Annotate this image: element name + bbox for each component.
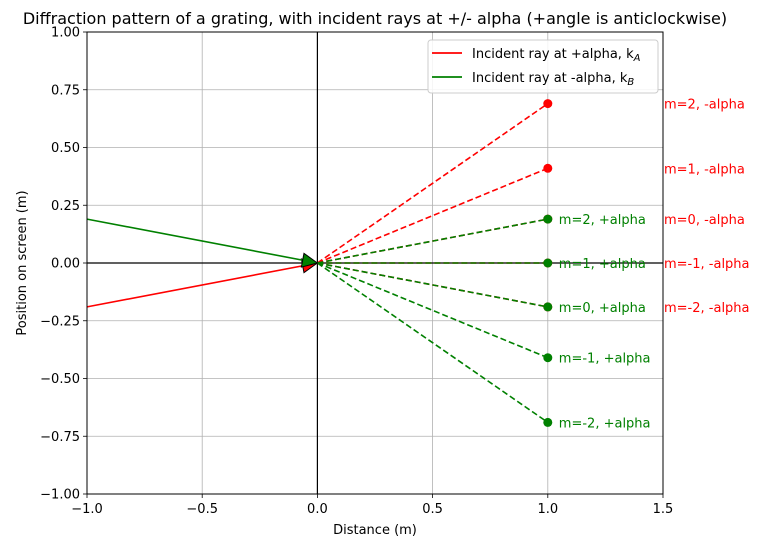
order-label: m=-1, +alpha bbox=[559, 352, 651, 367]
y-tick-label: 0.25 bbox=[51, 199, 80, 214]
order-label: m=2, -alpha bbox=[664, 98, 745, 113]
order-label: m=-1, -alpha bbox=[664, 257, 750, 272]
order-label: m=2, +alpha bbox=[559, 213, 646, 228]
x-tick-label: 0.5 bbox=[422, 502, 443, 517]
y-tick-label: 0.00 bbox=[51, 257, 80, 272]
x-axis-label: Distance (m) bbox=[333, 523, 417, 538]
legend-entry-label: Incident ray at +alpha, kA bbox=[472, 47, 641, 64]
screen-point bbox=[543, 163, 553, 173]
legend-box bbox=[427, 39, 659, 94]
y-axis-label: Position on screen (m) bbox=[15, 190, 30, 335]
screen-point bbox=[543, 258, 553, 268]
order-label: m=1, -alpha bbox=[664, 162, 745, 177]
diffracted-ray bbox=[317, 218, 548, 264]
y-ticks: −1.00 −0.75 −0.50 −0.25 0.00 0.25 0.50 0.75 1.00 bbox=[40, 26, 87, 503]
incident-ray bbox=[86, 218, 318, 264]
order-label: m=-2, -alpha bbox=[664, 301, 750, 316]
screen-point bbox=[543, 99, 553, 109]
y-tick-label: −1.00 bbox=[40, 488, 80, 503]
chart-title: Diffraction pattern of a grating, with i… bbox=[23, 9, 727, 28]
order-labels: m=2, -alpha m=1, -alpha m=0, -alpha m=-1, -… bbox=[559, 98, 750, 432]
screen-point bbox=[543, 417, 553, 427]
diffracted-ray bbox=[316, 102, 549, 264]
ray-lines bbox=[86, 102, 549, 424]
y-tick-label: 1.00 bbox=[51, 26, 80, 41]
y-tick-label: −0.75 bbox=[40, 430, 80, 445]
y-tick-label: −0.25 bbox=[40, 314, 80, 329]
y-tick-label: −0.50 bbox=[40, 372, 80, 387]
diffracted-ray bbox=[316, 262, 549, 424]
diffracted-ray bbox=[317, 167, 549, 264]
y-tick-label: 0.75 bbox=[51, 83, 80, 98]
legend-entry-label: Incident ray at -alpha, kB bbox=[472, 71, 634, 88]
incident-ray bbox=[86, 262, 318, 308]
order-label: m=1, +alpha bbox=[559, 257, 646, 272]
order-label: m=-2, +alpha bbox=[559, 416, 651, 431]
incident-arrowhead bbox=[300, 252, 319, 268]
screen-points bbox=[543, 99, 553, 427]
x-tick-label: 1.0 bbox=[537, 502, 558, 517]
order-label: m=0, +alpha bbox=[559, 301, 646, 316]
order-label: m=0, -alpha bbox=[664, 213, 745, 228]
x-ticks: −1.0 −0.5 0.0 0.5 1.0 1.5 bbox=[71, 494, 673, 517]
diffracted-ray bbox=[317, 262, 549, 359]
x-tick-label: −1.0 bbox=[71, 502, 103, 517]
legend: Incident ray at +alpha, kA Incident ray a… bbox=[427, 39, 659, 94]
screen-point bbox=[543, 353, 553, 363]
screen-point bbox=[543, 302, 553, 312]
y-tick-label: 0.50 bbox=[51, 141, 80, 156]
diffracted-ray bbox=[317, 262, 548, 308]
x-tick-label: 1.5 bbox=[653, 502, 674, 517]
x-tick-label: −0.5 bbox=[186, 502, 218, 517]
x-tick-label: 0.0 bbox=[307, 502, 328, 517]
screen-point bbox=[543, 214, 553, 224]
